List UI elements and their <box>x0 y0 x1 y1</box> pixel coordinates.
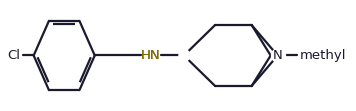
Text: HN: HN <box>141 49 161 62</box>
Text: Cl: Cl <box>7 49 21 62</box>
Text: methyl: methyl <box>299 55 304 56</box>
Text: HN: HN <box>141 49 161 62</box>
Text: N: N <box>273 49 283 62</box>
Text: methyl: methyl <box>300 49 346 62</box>
